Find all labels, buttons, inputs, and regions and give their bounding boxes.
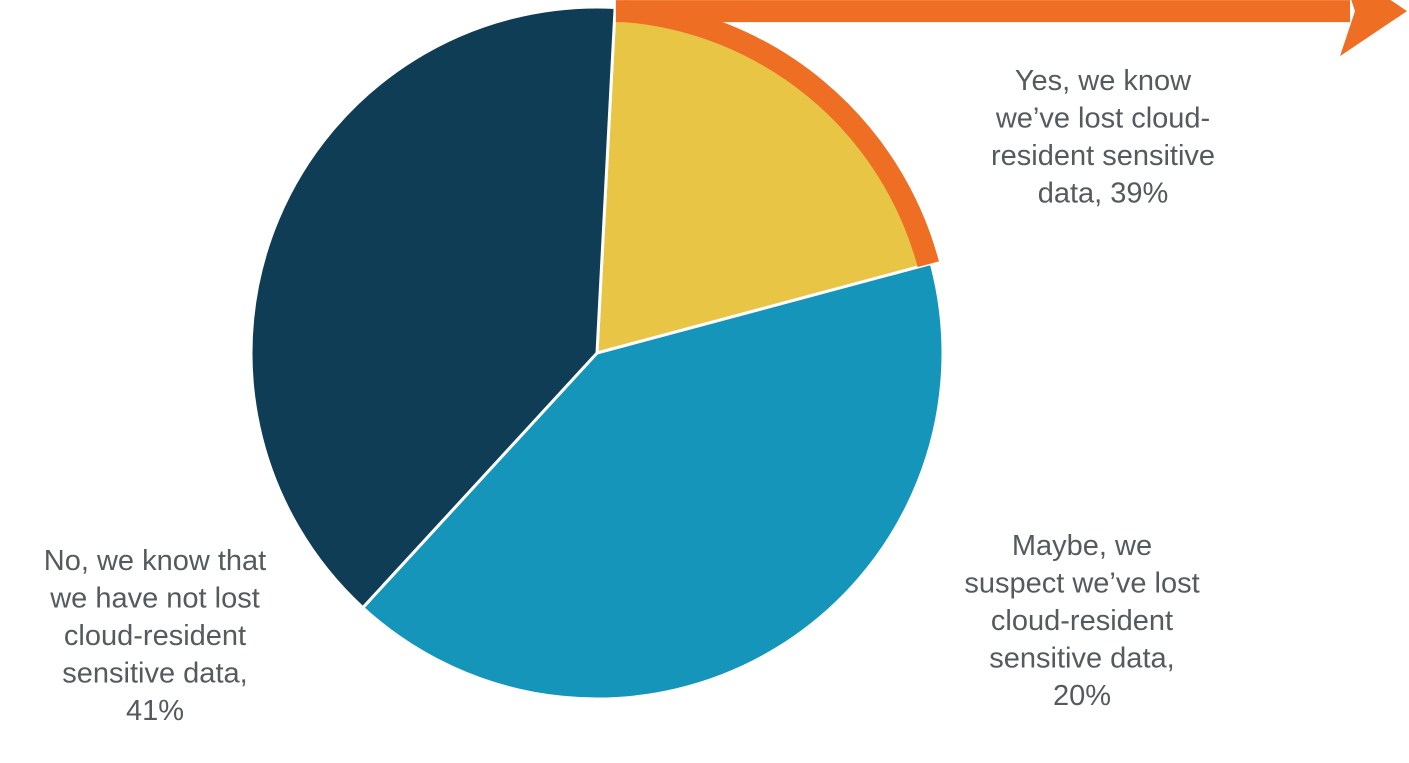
pie-label-line: cloud-resident: [991, 605, 1173, 637]
pie-slice-yes: [249, 5, 617, 610]
pie-label-line: we have not lost: [49, 583, 260, 615]
pie-label-line: sensitive data,: [62, 658, 247, 690]
pie-label-line: No, we know that: [44, 545, 266, 577]
pie-slice-no: [361, 261, 945, 701]
pie-label-maybe: Maybe, we suspect we’ve lost cloud-residen…: [964, 530, 1199, 712]
pie-label-line: we’ve lost cloud-: [995, 103, 1210, 135]
pie-label-line: Maybe, we: [1012, 530, 1152, 562]
pie-label-line: Yes, we know: [1015, 65, 1192, 97]
highlight-arrow-head: [1340, 0, 1407, 57]
pie-label-line: 20%: [1053, 680, 1111, 712]
pie-label-no: No, we know that we have not lost cloud-re…: [44, 545, 266, 727]
pie-label-line: sensitive data,: [989, 643, 1174, 675]
pie-label-line: data, 39%: [1038, 178, 1169, 210]
highlight-callout: [615, 0, 1407, 268]
pie-label-line: suspect we’ve lost: [964, 568, 1199, 600]
pie-label-line: 41%: [126, 695, 184, 727]
pie-label-line: resident sensitive: [991, 140, 1215, 172]
pie-labels: Maybe, we suspect we’ve lost cloud-residen…: [44, 65, 1215, 727]
pie-slices: [249, 5, 945, 701]
pie-label-yes: Yes, we know we’ve lost cloud-resident se…: [991, 65, 1215, 210]
pie-label-line: cloud-resident: [64, 620, 246, 652]
